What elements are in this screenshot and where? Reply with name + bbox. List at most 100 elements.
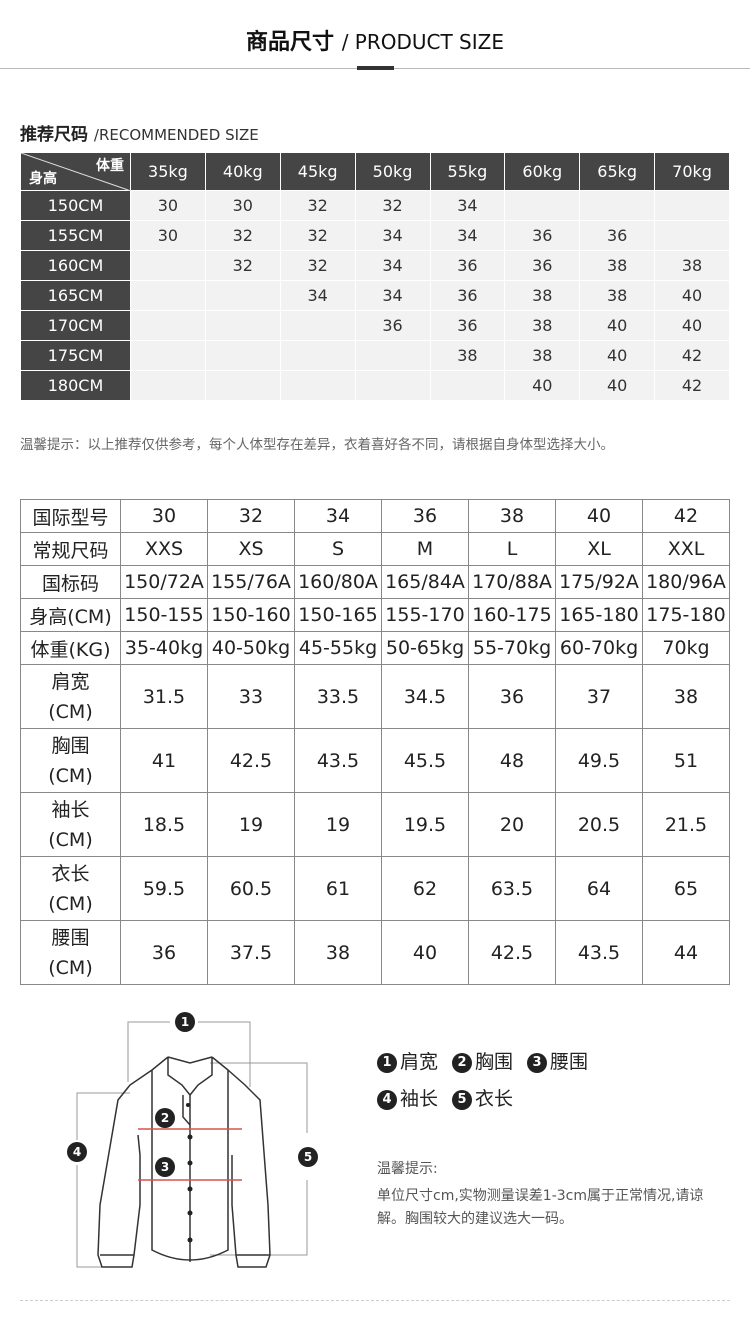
table-row: 常规尺码 XXS XS S M L XL XXL bbox=[20, 532, 730, 566]
value-cell: 64 bbox=[555, 856, 643, 921]
row-label-unit: (CM) bbox=[48, 956, 93, 979]
value-cell: 55-70kg bbox=[468, 631, 556, 665]
weight-header: 60kg bbox=[504, 152, 581, 191]
size-cell: 42 bbox=[654, 340, 730, 371]
height-cell: 160CM bbox=[20, 250, 131, 281]
value-cell: 165/84A bbox=[381, 565, 469, 599]
recommended-size-table: 体重 身高 35kg 40kg 45kg 50kg 55kg 60kg 65kg 70kg 150C… bbox=[20, 152, 730, 401]
value-cell: 19 bbox=[294, 792, 382, 857]
size-cell: 34 bbox=[354, 280, 431, 311]
value-cell: 42.5 bbox=[207, 728, 295, 793]
size-cell: 34 bbox=[429, 190, 506, 221]
size-cell: 38 bbox=[504, 340, 581, 371]
value-cell: L bbox=[468, 532, 556, 566]
size-cell bbox=[504, 190, 581, 221]
value-cell: 18.5 bbox=[120, 792, 208, 857]
size-cell bbox=[204, 310, 281, 341]
legend-label: 衣长 bbox=[475, 1088, 514, 1110]
warm-tip-title: 温馨提示: bbox=[377, 1161, 438, 1177]
value-cell: 62 bbox=[381, 856, 469, 921]
size-cell bbox=[130, 310, 206, 341]
shirt-diagram: 1 2 3 4 5 bbox=[67, 1012, 318, 1268]
legend-item: 1 肩宽 bbox=[377, 1051, 438, 1073]
weight-header: 55kg bbox=[429, 152, 506, 191]
size-cell bbox=[654, 220, 730, 251]
row-label: 腰围 (CM) bbox=[20, 920, 121, 985]
size-cell: 38 bbox=[504, 280, 581, 311]
legend-label: 袖长 bbox=[400, 1088, 439, 1110]
value-cell: 155/76A bbox=[207, 565, 295, 599]
row-label: 身高(CM) bbox=[20, 598, 121, 632]
value-cell: 59.5 bbox=[120, 856, 208, 921]
size-cell: 40 bbox=[504, 370, 581, 401]
row-label-unit: (CM) bbox=[48, 700, 93, 723]
value-cell: 49.5 bbox=[555, 728, 643, 793]
number-badge-icon: 4 bbox=[377, 1090, 397, 1110]
row-label-text: 常规尺码 bbox=[32, 539, 109, 562]
corner-height: 身高 bbox=[29, 171, 57, 187]
value-cell: 45.5 bbox=[381, 728, 469, 793]
value-cell: 150-165 bbox=[294, 598, 382, 632]
row-label-text: 衣长 bbox=[51, 862, 90, 885]
height-cell: 165CM bbox=[20, 280, 131, 311]
title-en: / PRODUCT SIZE bbox=[341, 30, 504, 54]
value-cell: 48 bbox=[468, 728, 556, 793]
size-cell: 36 bbox=[429, 280, 506, 311]
size-cell: 32 bbox=[204, 220, 281, 251]
table-row: 165CM 34 34 36 38 38 40 bbox=[20, 280, 730, 311]
value-cell: 60.5 bbox=[207, 856, 295, 921]
size-cell: 36 bbox=[429, 250, 506, 281]
value-cell: XS bbox=[207, 532, 295, 566]
value-cell: 19.5 bbox=[381, 792, 469, 857]
value-cell: 21.5 bbox=[642, 792, 730, 857]
value-cell: XL bbox=[555, 532, 643, 566]
warm-tip-text: 单位尺寸cm,实物测量误差1-3cm属于正常情况,请谅解。胸围较大的建议选大一码… bbox=[377, 1188, 704, 1227]
table-row: 袖长 (CM) 18.5 19 19 19.5 20 20.5 21.5 bbox=[20, 792, 730, 857]
table-row: 175CM 38 38 40 42 bbox=[20, 340, 730, 371]
value-cell: 180/96A bbox=[642, 565, 730, 599]
title-underline bbox=[357, 66, 394, 70]
size-cell: 32 bbox=[279, 250, 356, 281]
value-cell: 150/72A bbox=[120, 565, 208, 599]
row-label: 体重(KG) bbox=[20, 631, 121, 665]
size-cell: 36 bbox=[504, 220, 581, 251]
height-cell: 180CM bbox=[20, 370, 131, 401]
size-cell: 36 bbox=[504, 250, 581, 281]
table-row: 胸围 (CM) 41 42.5 43.5 45.5 48 49.5 51 bbox=[20, 728, 730, 793]
table-row: 身高(CM) 150-155 150-160 150-165 155-170 160-17… bbox=[20, 598, 730, 632]
svg-text:3: 3 bbox=[161, 1160, 169, 1174]
size-cell: 32 bbox=[279, 190, 356, 221]
size-cell: 32 bbox=[354, 190, 431, 221]
value-cell: 36 bbox=[468, 664, 556, 729]
corner-header: 体重 身高 bbox=[20, 152, 131, 191]
size-cell: 32 bbox=[279, 220, 356, 251]
size-chart-table: 国际型号 30 32 34 36 38 40 42 常规尺码 XXS XS S M L XL XXL 国标码 15… bbox=[20, 499, 730, 985]
page-title: 商品尺寸 / PRODUCT SIZE bbox=[0, 24, 750, 56]
height-cell: 170CM bbox=[20, 310, 131, 341]
weight-header: 35kg bbox=[130, 152, 206, 191]
value-cell: 160-175 bbox=[468, 598, 556, 632]
value-cell: 33.5 bbox=[294, 664, 382, 729]
value-cell: 65 bbox=[642, 856, 730, 921]
row-label: 常规尺码 bbox=[20, 532, 121, 566]
number-badge-icon: 2 bbox=[452, 1053, 473, 1073]
row-label: 国标码 bbox=[20, 565, 121, 599]
row-label-unit: (CM) bbox=[48, 828, 93, 851]
height-cell: 175CM bbox=[20, 340, 131, 371]
size-cell: 36 bbox=[579, 220, 656, 251]
value-cell: XXL bbox=[642, 532, 730, 566]
table-row: 180CM 40 40 42 bbox=[20, 370, 730, 401]
size-cell bbox=[130, 370, 206, 401]
value-cell: 175/92A bbox=[555, 565, 643, 599]
legend-item: 2 胸围 bbox=[452, 1051, 513, 1073]
size-cell: 38 bbox=[654, 250, 730, 281]
size-cell: 40 bbox=[579, 310, 656, 341]
recommended-title-en: /RECOMMENDED SIZE bbox=[93, 126, 259, 144]
table-row: 衣长 (CM) 59.5 60.5 61 62 63.5 64 65 bbox=[20, 856, 730, 921]
value-cell: 63.5 bbox=[468, 856, 556, 921]
value-cell: 31.5 bbox=[120, 664, 208, 729]
recommended-title-cn: 推荐尺码 bbox=[20, 125, 88, 145]
table-row: 国标码 150/72A 155/76A 160/80A 165/84A 170/88A 17… bbox=[20, 565, 730, 599]
value-cell: 43.5 bbox=[555, 920, 643, 985]
row-label-text: 肩宽 bbox=[51, 670, 90, 693]
